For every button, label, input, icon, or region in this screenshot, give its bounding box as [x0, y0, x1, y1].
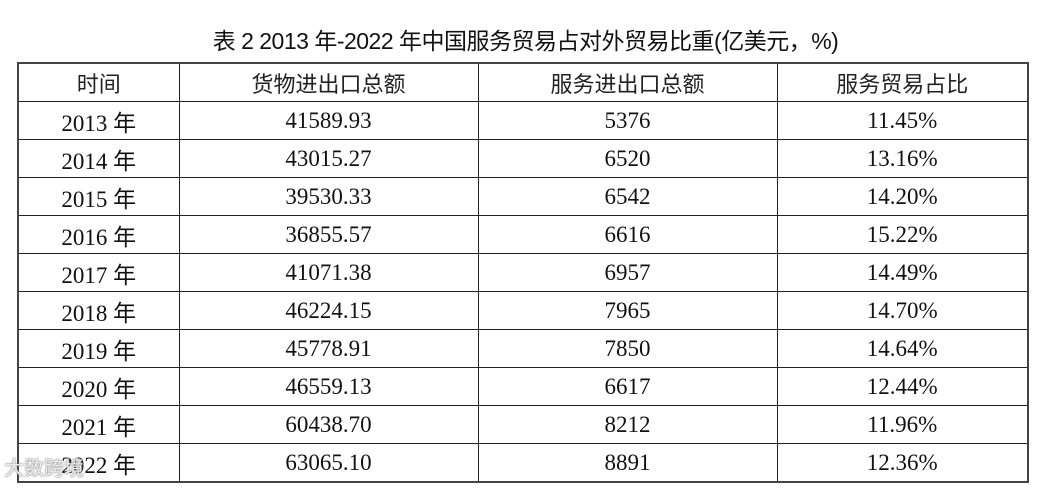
table-row: 2013 年 41589.93 5376 11.45% [17, 101, 1029, 140]
table-row: 2022 年 63065.10 8891 12.36% [17, 443, 1029, 483]
cell-services-share: 14.49% [776, 253, 1029, 292]
cell-services-total: 5376 [477, 101, 778, 140]
table-row: 2016 年 36855.57 6616 15.22% [17, 215, 1029, 254]
cell-services-share: 14.70% [776, 291, 1029, 330]
cell-year: 2018 年 [17, 291, 180, 330]
cell-goods-total: 45778.91 [178, 329, 479, 368]
cell-year: 2019 年 [17, 329, 180, 368]
watermark: 大数跨境 [4, 456, 84, 480]
cell-year: 2017 年 [17, 253, 180, 292]
cell-year: 2015 年 [17, 177, 180, 216]
cell-services-share: 11.96% [776, 405, 1029, 444]
cell-year: 2013 年 [17, 101, 180, 140]
table-title: 表 2 2013 年-2022 年中国服务贸易占对外贸易比重(亿美元，%) [212, 28, 839, 54]
cell-services-total: 8212 [477, 405, 778, 444]
header-row: 时间 货物进出口总额 服务进出口总额 服务贸易占比 [17, 62, 1029, 102]
cell-goods-total: 36855.57 [178, 215, 479, 254]
cell-goods-total: 41071.38 [178, 253, 479, 292]
table-row: 2021 年 60438.70 8212 11.96% [17, 405, 1029, 444]
cell-year: 2016 年 [17, 215, 180, 254]
cell-services-total: 6542 [477, 177, 778, 216]
cell-services-total: 7965 [477, 291, 778, 330]
table-row: 2015 年 39530.33 6542 14.20% [17, 177, 1029, 216]
cell-services-share: 15.22% [776, 215, 1029, 254]
cell-services-total: 6616 [477, 215, 778, 254]
cell-services-total: 7850 [477, 329, 778, 368]
cell-goods-total: 41589.93 [178, 101, 479, 140]
header-services-share: 服务贸易占比 [776, 62, 1029, 102]
header-services-total: 服务进出口总额 [477, 62, 778, 102]
cell-services-total: 6957 [477, 253, 778, 292]
cell-services-share: 11.45% [776, 101, 1029, 140]
cell-services-share: 12.36% [776, 443, 1029, 483]
cell-goods-total: 43015.27 [178, 139, 479, 178]
table-row: 2017 年 41071.38 6957 14.49% [17, 253, 1029, 292]
header-goods-total: 货物进出口总额 [178, 62, 479, 102]
cell-year: 2014 年 [17, 139, 180, 178]
trade-table: 时间 货物进出口总额 服务进出口总额 服务贸易占比 2013 年 41589.93… [17, 62, 1029, 483]
table-row: 2020 年 46559.13 6617 12.44% [17, 367, 1029, 406]
cell-services-total: 6617 [477, 367, 778, 406]
cell-services-share: 13.16% [776, 139, 1029, 178]
header-year: 时间 [17, 62, 180, 102]
cell-services-total: 8891 [477, 443, 778, 483]
cell-services-total: 6520 [477, 139, 778, 178]
cell-year: 2022 年 [17, 443, 180, 483]
cell-goods-total: 60438.70 [178, 405, 479, 444]
table-row: 2019 年 45778.91 7850 14.64% [17, 329, 1029, 368]
cell-goods-total: 46559.13 [178, 367, 479, 406]
cell-services-share: 14.64% [776, 329, 1029, 368]
cell-services-share: 14.20% [776, 177, 1029, 216]
cell-year: 2020 年 [17, 367, 180, 406]
cell-goods-total: 39530.33 [178, 177, 479, 216]
cell-goods-total: 46224.15 [178, 291, 479, 330]
table-row: 2014 年 43015.27 6520 13.16% [17, 139, 1029, 178]
cell-year: 2021 年 [17, 405, 180, 444]
cell-services-share: 12.44% [776, 367, 1029, 406]
table-row: 2018 年 46224.15 7965 14.70% [17, 291, 1029, 330]
cell-goods-total: 63065.10 [178, 443, 479, 483]
